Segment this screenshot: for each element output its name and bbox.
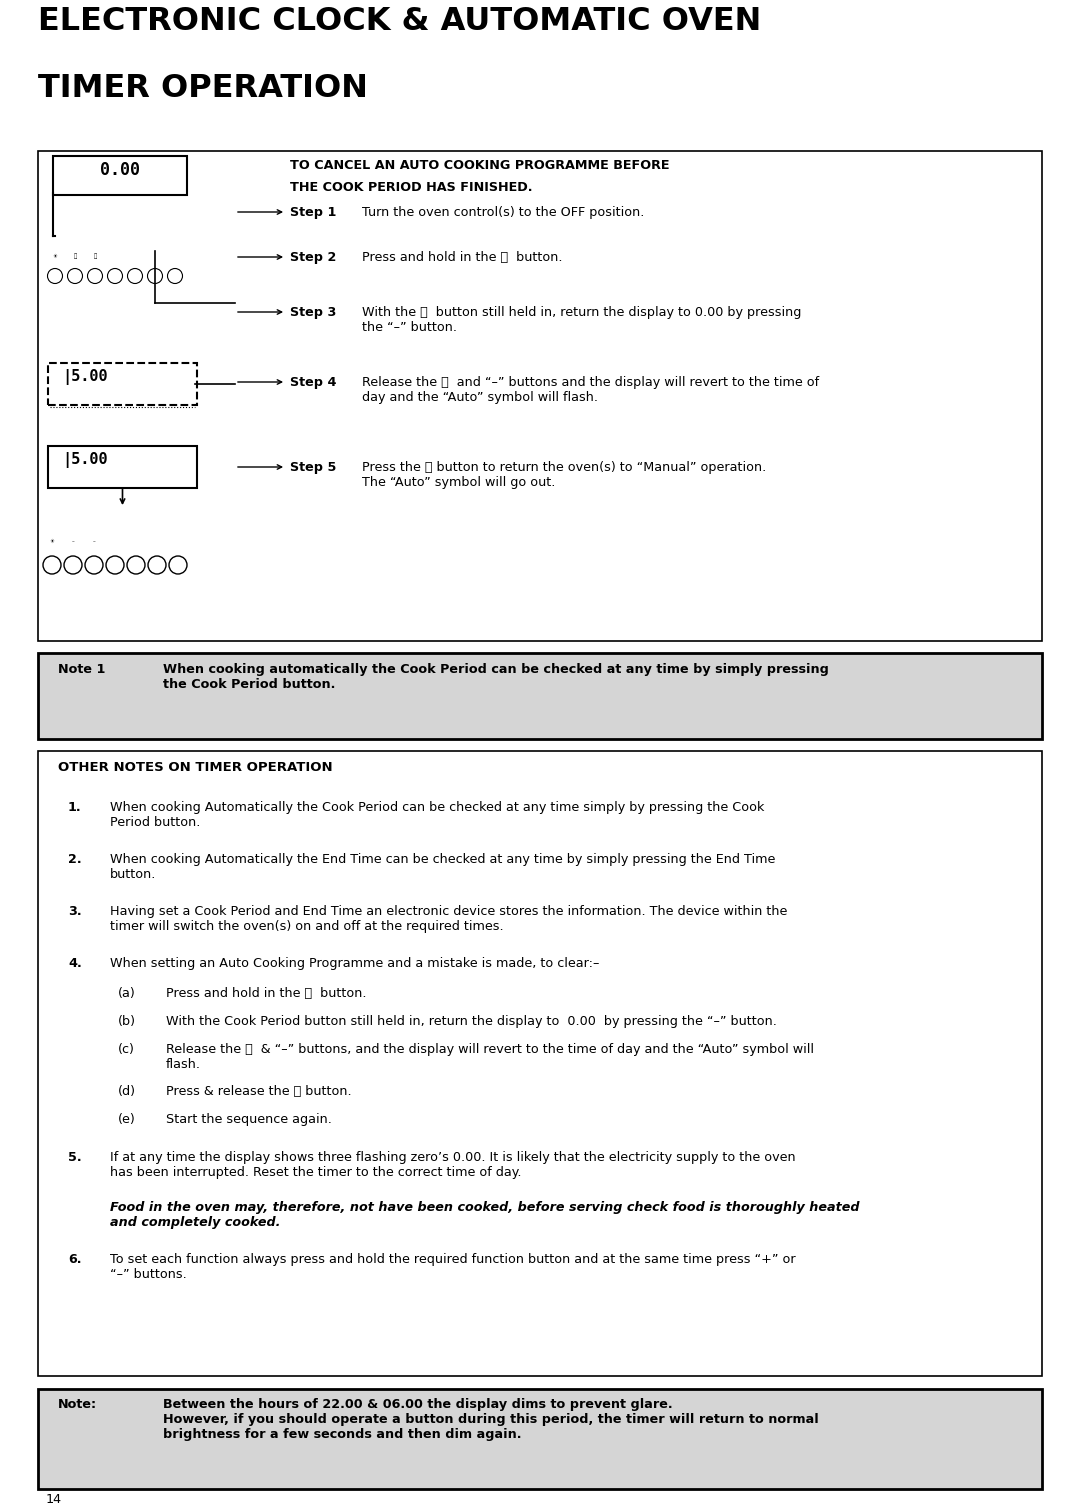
Circle shape [148, 556, 166, 574]
Text: Step 1: Step 1 [291, 205, 336, 219]
FancyBboxPatch shape [38, 751, 1042, 1377]
Text: Step 3: Step 3 [291, 307, 336, 319]
FancyBboxPatch shape [48, 446, 197, 488]
Text: |5.00: |5.00 [62, 369, 108, 385]
Text: TO CANCEL AN AUTO COOKING PROGRAMME BEFORE: TO CANCEL AN AUTO COOKING PROGRAMME BEFO… [291, 159, 670, 172]
Text: 5.: 5. [68, 1151, 82, 1163]
Text: 0.00: 0.00 [100, 162, 140, 178]
Text: ⌛: ⌛ [93, 254, 96, 258]
Text: Note 1: Note 1 [58, 663, 106, 675]
Circle shape [127, 269, 143, 284]
Text: Having set a Cook Period and End Time an electronic device stores the informatio: Having set a Cook Period and End Time an… [110, 905, 787, 932]
Text: Start the sequence again.: Start the sequence again. [166, 1114, 332, 1126]
Text: 2.: 2. [68, 854, 82, 866]
Text: TIMER OPERATION: TIMER OPERATION [38, 73, 368, 104]
Text: Between the hours of 22.00 & 06.00 the display dims to prevent glare.
However, i: Between the hours of 22.00 & 06.00 the d… [163, 1398, 819, 1441]
Circle shape [167, 269, 183, 284]
FancyBboxPatch shape [38, 653, 1042, 739]
Text: THE COOK PERIOD HAS FINISHED.: THE COOK PERIOD HAS FINISHED. [291, 181, 532, 193]
Circle shape [87, 269, 103, 284]
Text: Food in the oven may, therefore, not have been cooked, before serving check food: Food in the oven may, therefore, not hav… [110, 1201, 860, 1228]
Text: Release the ⌛  & “–” buttons, and the display will revert to the time of day and: Release the ⌛ & “–” buttons, and the dis… [166, 1043, 814, 1071]
Circle shape [67, 269, 82, 284]
Circle shape [168, 556, 187, 574]
Text: With the ⌛  button still held in, return the display to 0.00 by pressing
the “–”: With the ⌛ button still held in, return … [362, 307, 801, 334]
Text: Step 2: Step 2 [291, 251, 336, 264]
FancyBboxPatch shape [38, 1389, 1042, 1488]
Text: (b): (b) [118, 1015, 136, 1027]
Text: Press the ⏰ button to return the oven(s) to “Manual” operation.
The “Auto” symbo: Press the ⏰ button to return the oven(s)… [362, 461, 766, 490]
Text: ☀: ☀ [53, 254, 57, 258]
Text: ☀: ☀ [50, 539, 54, 544]
Text: Press and hold in the ⌛  button.: Press and hold in the ⌛ button. [362, 251, 563, 264]
Text: To set each function always press and hold the required function button and at t: To set each function always press and ho… [110, 1253, 796, 1281]
Text: 1.: 1. [68, 801, 82, 814]
Text: If at any time the display shows three flashing zero’s 0.00. It is likely that t: If at any time the display shows three f… [110, 1151, 796, 1179]
Text: (a): (a) [118, 987, 136, 1000]
Text: –: – [71, 539, 75, 544]
FancyBboxPatch shape [48, 363, 197, 405]
Text: 4.: 4. [68, 956, 82, 970]
Text: Release the ⌛  and “–” buttons and the display will revert to the time of
day an: Release the ⌛ and “–” buttons and the di… [362, 376, 819, 403]
Circle shape [148, 269, 162, 284]
Text: When cooking Automatically the Cook Period can be checked at any time simply by : When cooking Automatically the Cook Peri… [110, 801, 765, 830]
Circle shape [85, 556, 103, 574]
Text: Press & release the ⏰ button.: Press & release the ⏰ button. [166, 1085, 352, 1098]
Text: –: – [93, 539, 95, 544]
Text: Step 4: Step 4 [291, 376, 337, 388]
Text: 6.: 6. [68, 1253, 81, 1266]
Text: Turn the oven control(s) to the OFF position.: Turn the oven control(s) to the OFF posi… [362, 205, 645, 219]
Text: 14: 14 [46, 1493, 63, 1506]
Text: (d): (d) [118, 1085, 136, 1098]
Text: Step 5: Step 5 [291, 461, 336, 474]
Text: (c): (c) [118, 1043, 135, 1056]
Circle shape [108, 269, 122, 284]
Text: 3.: 3. [68, 905, 82, 919]
Text: Press and hold in the ⌛  button.: Press and hold in the ⌛ button. [166, 987, 366, 1000]
Text: (e): (e) [118, 1114, 136, 1126]
FancyBboxPatch shape [38, 151, 1042, 641]
Text: OTHER NOTES ON TIMER OPERATION: OTHER NOTES ON TIMER OPERATION [58, 762, 333, 774]
Text: ⌛: ⌛ [73, 254, 77, 258]
Circle shape [127, 556, 145, 574]
Text: When setting an Auto Cooking Programme and a mistake is made, to clear:–: When setting an Auto Cooking Programme a… [110, 956, 599, 970]
Text: Note:: Note: [58, 1398, 97, 1411]
Text: When cooking automatically the Cook Period can be checked at any time by simply : When cooking automatically the Cook Peri… [163, 663, 828, 691]
Circle shape [64, 556, 82, 574]
Text: |5.00: |5.00 [62, 452, 108, 468]
Circle shape [43, 556, 60, 574]
FancyBboxPatch shape [53, 156, 187, 195]
Text: When cooking Automatically the End Time can be checked at any time by simply pre: When cooking Automatically the End Time … [110, 854, 775, 881]
Circle shape [106, 556, 124, 574]
Text: ELECTRONIC CLOCK & AUTOMATIC OVEN: ELECTRONIC CLOCK & AUTOMATIC OVEN [38, 6, 761, 36]
Circle shape [48, 269, 63, 284]
Text: With the Cook Period button still held in, return the display to  0.00  by press: With the Cook Period button still held i… [166, 1015, 777, 1027]
